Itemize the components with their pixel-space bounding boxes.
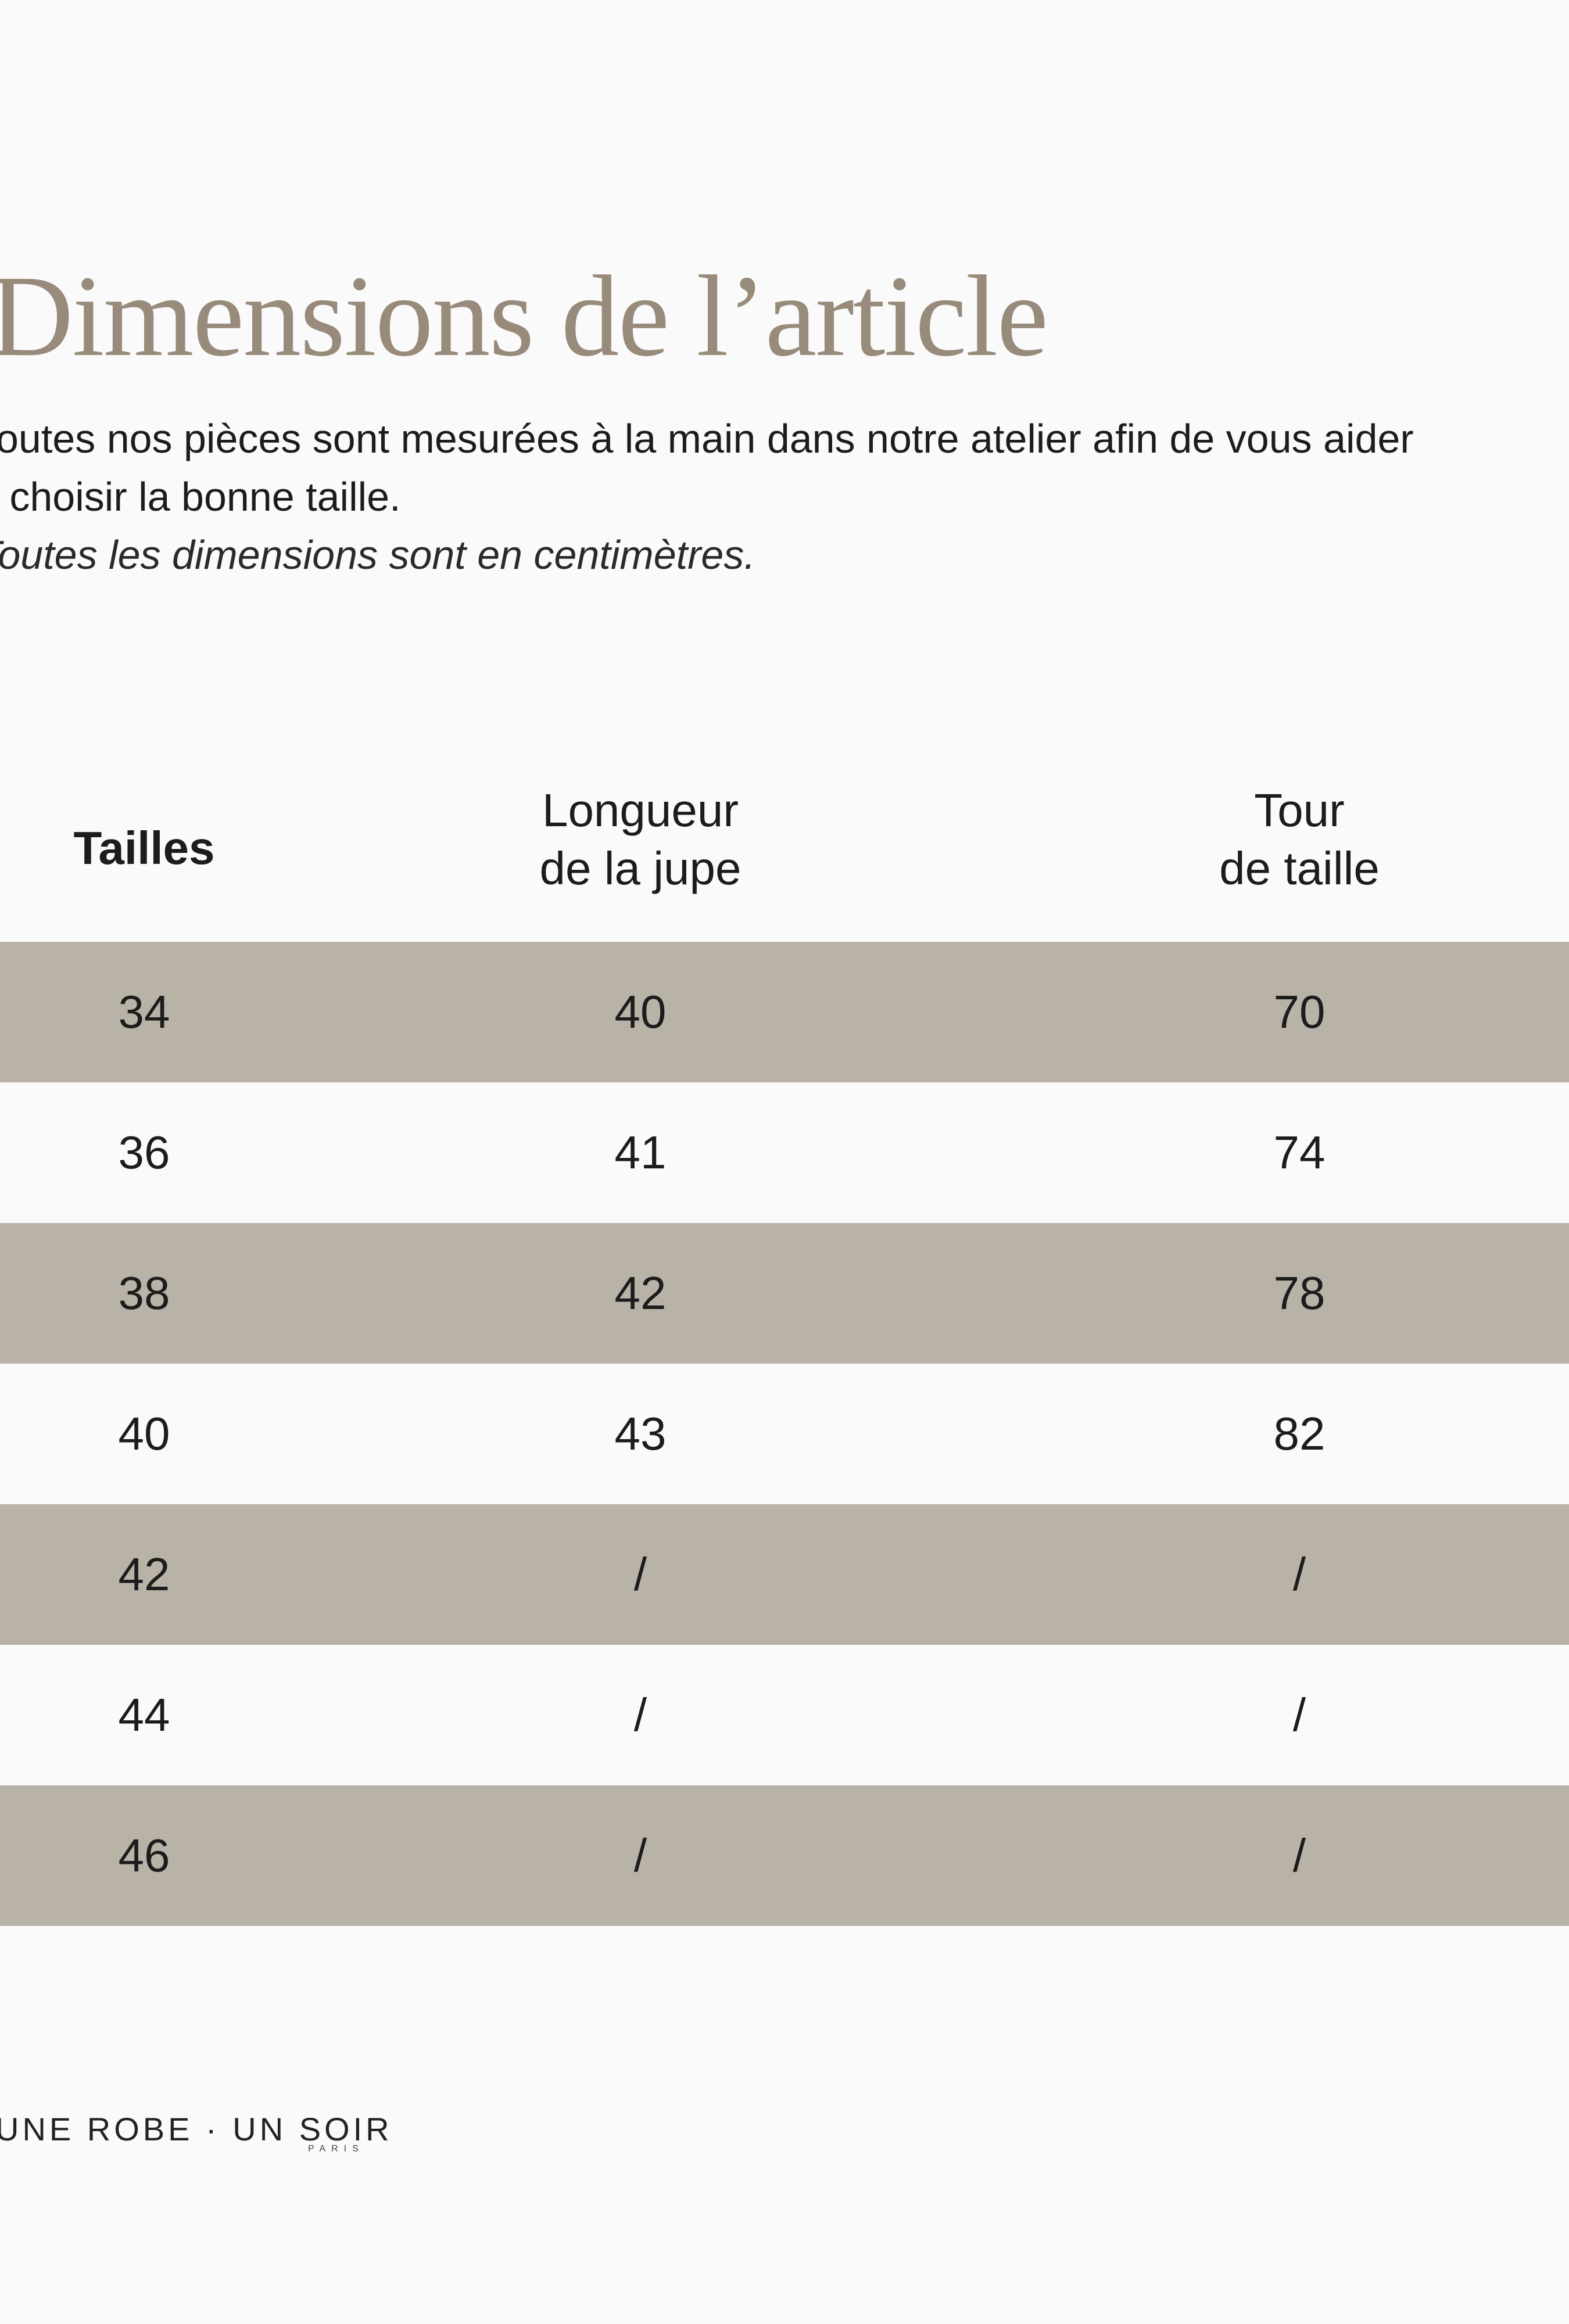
table-cell: 43 <box>614 1408 667 1459</box>
table-cell: / <box>633 1830 647 1881</box>
intro-line: Toutes nos pièces sont mesurées à la mai… <box>0 416 1414 461</box>
table-cell: 38 <box>118 1267 170 1319</box>
table-cell: 82 <box>1273 1408 1326 1459</box>
table-cell: 42 <box>118 1548 170 1600</box>
table-cell: / <box>1292 1689 1306 1741</box>
table-cell: / <box>633 1548 647 1600</box>
table-cell: 78 <box>1273 1267 1326 1319</box>
table-cell: 41 <box>614 1127 667 1178</box>
table-row: 44 / / <box>0 1645 1569 1785</box>
table-cell: / <box>1292 1548 1306 1600</box>
table-cell: / <box>1292 1830 1306 1881</box>
table-row: 40 43 82 <box>0 1364 1569 1504</box>
table-cell: 46 <box>118 1830 170 1881</box>
table-row: 36 41 74 <box>0 1082 1569 1223</box>
brand-city: PARIS <box>308 2144 364 2154</box>
table-cell: 70 <box>1273 986 1326 1038</box>
table-cell: 40 <box>614 986 667 1038</box>
table-row: 46 / / <box>0 1785 1569 1926</box>
table-cell: 34 <box>118 986 170 1038</box>
column-header: Tailles <box>73 822 215 874</box>
table-row: 42 / / <box>0 1504 1569 1645</box>
brand-logo: UNE ROBE · UN SOIR <box>0 2111 393 2147</box>
table-cell: 36 <box>118 1127 170 1178</box>
column-header: Longueur de la jupe <box>539 784 741 894</box>
note: Toutes les dimensions sont en centimètre… <box>0 532 755 578</box>
title: Dimensions de l’article <box>0 252 1048 381</box>
column-header: Tour de taille <box>1219 784 1380 894</box>
table-cell: 74 <box>1273 1127 1326 1178</box>
table-row: 34 40 70 <box>0 942 1569 1082</box>
table-cell: 42 <box>614 1267 667 1319</box>
table-cell: 44 <box>118 1689 170 1741</box>
table-row: 38 42 78 <box>0 1223 1569 1364</box>
intro-line: à choisir la bonne taille. <box>0 474 401 519</box>
table-cell: / <box>633 1689 647 1741</box>
table-cell: 40 <box>118 1408 170 1459</box>
